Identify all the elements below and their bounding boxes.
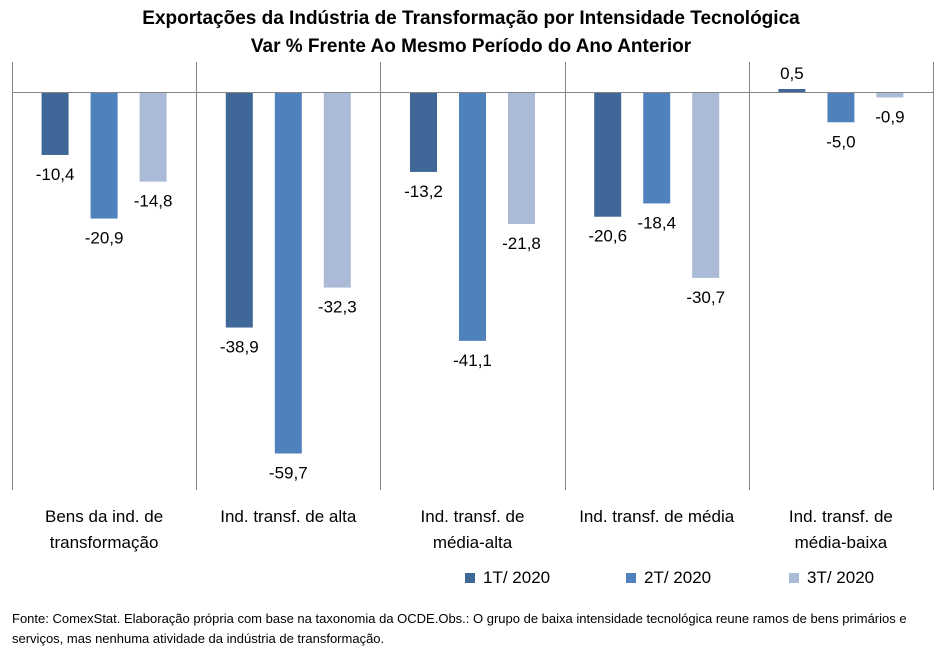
bar-3t-2020 [508, 92, 535, 224]
legend-label-3t-2020: 3T/ 2020 [807, 568, 875, 587]
category-label: Bens da ind. de [45, 507, 163, 526]
bar-2t-2020 [643, 92, 671, 204]
category-label: transformação [50, 533, 159, 552]
bar-1t-2020 [594, 92, 622, 217]
bar-2t-2020 [459, 92, 486, 341]
bar-chart: -10,4 -38,9 -13,2 -20,6 0,5 -20,9 -59,7 -41,1 -1… [12, 62, 934, 552]
data-label: -38,9 [220, 338, 259, 357]
footnote: Fonte: ComexStat. Elaboração própria com… [12, 611, 907, 646]
data-label: -10,4 [36, 165, 75, 184]
bar-1t-2020 [41, 92, 69, 155]
chart-title-line1: Exportações da Indústria de Transformaçã… [142, 8, 800, 29]
data-label: -20,9 [85, 229, 124, 248]
bar-3t-2020 [139, 92, 167, 182]
legend-item-2t-2020: 2T/ 2020 [626, 568, 711, 588]
data-label: -0,9 [875, 107, 904, 126]
legend-item-3t-2020: 3T/ 2020 [789, 568, 874, 588]
category-label: Ind. transf. de alta [220, 507, 357, 526]
data-label: 0,5 [780, 64, 804, 83]
data-label: -30,7 [686, 288, 725, 307]
category-label: média-alta [433, 533, 513, 552]
bar-3t-2020 [876, 92, 904, 98]
data-label: -18,4 [637, 213, 676, 232]
legend-swatch-3t-2020 [789, 573, 799, 583]
bar-1t-2020 [225, 92, 253, 328]
legend-swatch-2t-2020 [626, 573, 636, 583]
bar-3t-2020 [692, 92, 720, 278]
legend-swatch-1t-2020 [465, 573, 475, 583]
data-label: -32,3 [318, 298, 357, 317]
bar-1t-2020 [410, 92, 437, 172]
category-label: Ind. transf. de [421, 507, 525, 526]
bar-3t-2020 [323, 92, 351, 288]
bar-2t-2020 [90, 92, 118, 219]
data-label: -59,7 [269, 463, 308, 482]
bar-2t-2020 [827, 92, 855, 123]
legend-item-1t-2020: 1T/ 2020 [465, 568, 550, 588]
data-label: -41,1 [453, 351, 492, 370]
category-label: Ind. transf. de média [579, 507, 735, 526]
data-label: -14,8 [134, 192, 173, 211]
legend-label-2t-2020: 2T/ 2020 [644, 568, 712, 587]
data-label: -5,0 [826, 132, 855, 151]
data-label: -20,6 [588, 227, 627, 246]
data-label: -13,2 [404, 182, 443, 201]
data-label: -21,8 [502, 234, 541, 253]
legend-label-1t-2020: 1T/ 2020 [483, 568, 551, 587]
category-label: Ind. transf. de [789, 507, 893, 526]
chart-title-line2: Var % Frente Ao Mesmo Período do Ano Ant… [250, 36, 692, 57]
bar-2t-2020 [274, 92, 302, 454]
category-label: média-baixa [795, 533, 888, 552]
bar-1t-2020 [778, 88, 806, 92]
